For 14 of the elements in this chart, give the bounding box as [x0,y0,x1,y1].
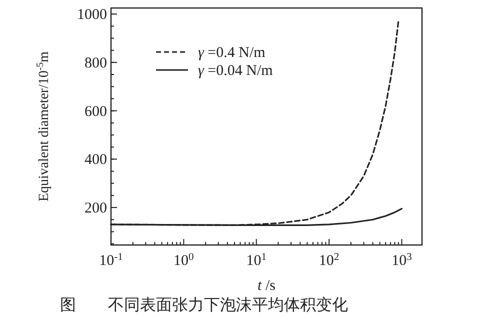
y-tick-label: 200 [84,200,107,217]
y-tick-label: 600 [84,104,107,120]
x-tick-label: 10$^{0}$ [174,252,194,269]
y-tick-label: 800 [84,55,107,72]
legend-label: γ =0.04 N/m [198,63,274,79]
y-tick-label: 400 [84,152,107,168]
x-axis-title: t /s [258,278,276,294]
legend-label: γ =0.4 N/m [198,45,266,61]
x-tick-label: 10$^{1}$ [246,252,266,269]
x-tick-label: 10$^{2}$ [318,252,340,269]
x-tick-label: 10$^{3}$ [392,252,412,269]
text: 图 不同表面张力下泡沫平均体积变化 [60,295,348,314]
x-tick-label: 10$^{-1}$ [99,252,123,269]
y-tick-label: 1000 [77,7,107,24]
